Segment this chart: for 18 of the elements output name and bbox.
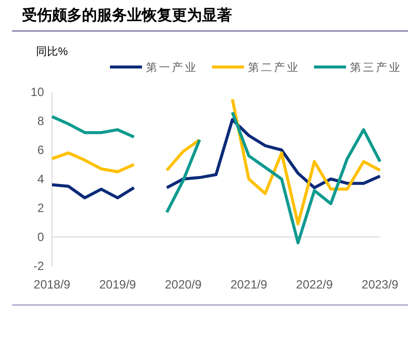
y-tick-label: -2 <box>33 258 44 273</box>
legend-label: 第二产业 <box>248 61 300 74</box>
x-tick-label: 2022/9 <box>296 278 334 292</box>
x-tick-label: 2021/9 <box>230 278 268 292</box>
x-tick-label: 2018/9 <box>34 278 71 292</box>
x-tick-label: 2020/9 <box>164 278 202 292</box>
legend-label: 第三产业 <box>350 61 402 74</box>
y-tick-label: 0 <box>37 230 44 244</box>
y-tick-label: 8 <box>37 114 44 128</box>
y-tick-label: 6 <box>37 142 44 157</box>
x-tick-label: 2019/9 <box>99 278 136 292</box>
x-tick-label: 2023/9 <box>362 278 399 292</box>
y-tick-label: 2 <box>37 200 44 215</box>
y-tick-label: 4 <box>37 172 44 186</box>
y-tick-label: 10 <box>30 84 44 99</box>
chart-title: 受伤颇多的服务业恢复更为显著 <box>21 6 232 24</box>
y-axis-title: 同比% <box>36 45 68 58</box>
legend-label: 第一产业 <box>146 61 198 74</box>
